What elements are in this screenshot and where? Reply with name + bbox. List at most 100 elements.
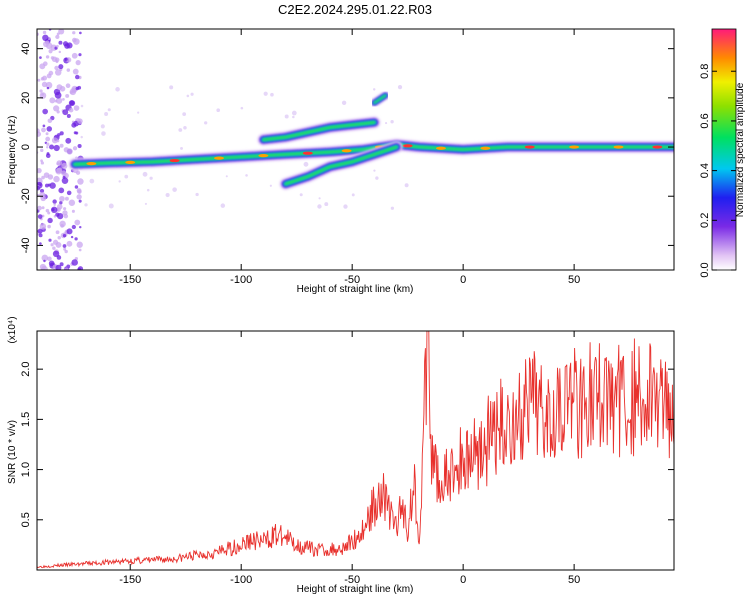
noise-point	[55, 34, 60, 40]
noise-point	[270, 92, 274, 97]
noise-point	[79, 31, 82, 35]
noise-point	[43, 259, 46, 263]
spectrogram-panel: -150 -100 -50 0 50 -40 -20 0 20 40 Height of str…	[7, 28, 675, 295]
snr-x-ticks: -150 -100 -50 0 50	[119, 331, 580, 586]
noise-point	[66, 113, 71, 118]
noise-point	[100, 124, 105, 129]
snr-line-group	[37, 331, 674, 569]
noise-point	[115, 87, 120, 92]
noise-point	[45, 208, 50, 213]
noise-point	[59, 86, 66, 92]
noise-point	[303, 161, 309, 167]
x-tick-label: 0	[460, 574, 466, 586]
noise-point	[204, 121, 208, 125]
noise-point	[37, 228, 43, 234]
noise-point	[41, 254, 49, 262]
x-tick-label: -100	[230, 274, 252, 286]
noise-point	[84, 203, 88, 207]
y-tick-label: 2.0	[20, 362, 32, 377]
noise-point	[74, 185, 79, 189]
noise-point	[53, 175, 60, 183]
noise-point	[40, 159, 43, 163]
noise-point	[47, 217, 53, 224]
noise-point	[351, 193, 355, 197]
noise-point	[56, 32, 60, 36]
y-tick-label: 20	[20, 92, 32, 104]
noise-point	[37, 214, 43, 219]
noise-point	[169, 85, 174, 90]
noise-point	[55, 212, 60, 217]
noise-point	[75, 86, 80, 91]
noise-point	[39, 223, 47, 230]
noise-point	[65, 93, 70, 98]
noise-point	[50, 243, 54, 247]
noise-point	[59, 195, 65, 202]
noise-point	[182, 112, 187, 117]
ridge-peak	[435, 146, 446, 150]
noise-point	[317, 204, 322, 209]
noise-point	[61, 177, 69, 184]
noise-point	[57, 236, 61, 240]
noise-point	[38, 233, 43, 238]
noise-point	[53, 144, 60, 152]
noise-point	[42, 61, 48, 67]
noise-point	[74, 219, 81, 226]
spectrogram-x-label: Height of straight line (km)	[297, 284, 414, 295]
spectral-ridge	[373, 94, 387, 104]
noise-point	[46, 146, 49, 149]
noise-point	[54, 91, 62, 99]
noise-point	[74, 237, 78, 241]
noise-point	[40, 195, 46, 202]
snr-x-label: Height of straight line (km)	[297, 584, 414, 595]
noise-point	[216, 108, 221, 113]
snr-series-line	[37, 331, 674, 569]
noise-point	[101, 131, 106, 136]
noise-point	[372, 88, 376, 91]
noise-point	[77, 266, 84, 270]
noise-point	[292, 115, 295, 119]
colorbar: 0.0 0.2 0.4 0.6 0.8 Normalized spectral ampl…	[699, 28, 746, 278]
noise-point	[75, 170, 81, 175]
noise-point	[75, 74, 80, 80]
snr-frame	[36, 330, 675, 571]
noise-point	[54, 99, 58, 103]
noise-point	[47, 118, 53, 123]
noise-point	[397, 84, 403, 90]
noise-point	[183, 126, 187, 130]
noise-point	[63, 173, 67, 176]
noise-point	[46, 86, 50, 90]
noise-point	[71, 37, 77, 43]
snr-background	[37, 331, 674, 570]
noise-point	[263, 91, 268, 96]
noise-point	[165, 192, 170, 198]
noise-point	[51, 137, 58, 144]
noise-point	[49, 144, 55, 150]
noise-point	[39, 242, 42, 245]
noise-point	[59, 143, 64, 148]
noise-point	[51, 208, 55, 212]
noise-point	[59, 201, 63, 205]
noise-point	[318, 197, 321, 200]
noise-point	[73, 131, 77, 135]
x-tick-label: -50	[344, 574, 360, 586]
ridge-peak	[569, 145, 580, 149]
spectrogram-x-ticks: -150 -100 -50 0 50	[119, 29, 580, 286]
noise-point	[56, 110, 60, 114]
noise-point	[341, 100, 347, 106]
x-tick-label: -50	[344, 274, 360, 286]
noise-point	[68, 199, 76, 206]
noise-point	[37, 205, 42, 211]
noise-point	[66, 228, 73, 235]
noise-point	[76, 188, 82, 194]
noise-point	[44, 183, 49, 188]
ridge-peak	[169, 158, 180, 163]
noise-point	[71, 52, 78, 59]
ridge-peak	[402, 144, 413, 148]
noise-point	[45, 136, 51, 142]
noise-point	[77, 143, 82, 149]
noise-point	[55, 242, 62, 248]
noise-point	[58, 187, 65, 194]
noise-point	[104, 111, 109, 116]
noise-point	[58, 64, 64, 70]
